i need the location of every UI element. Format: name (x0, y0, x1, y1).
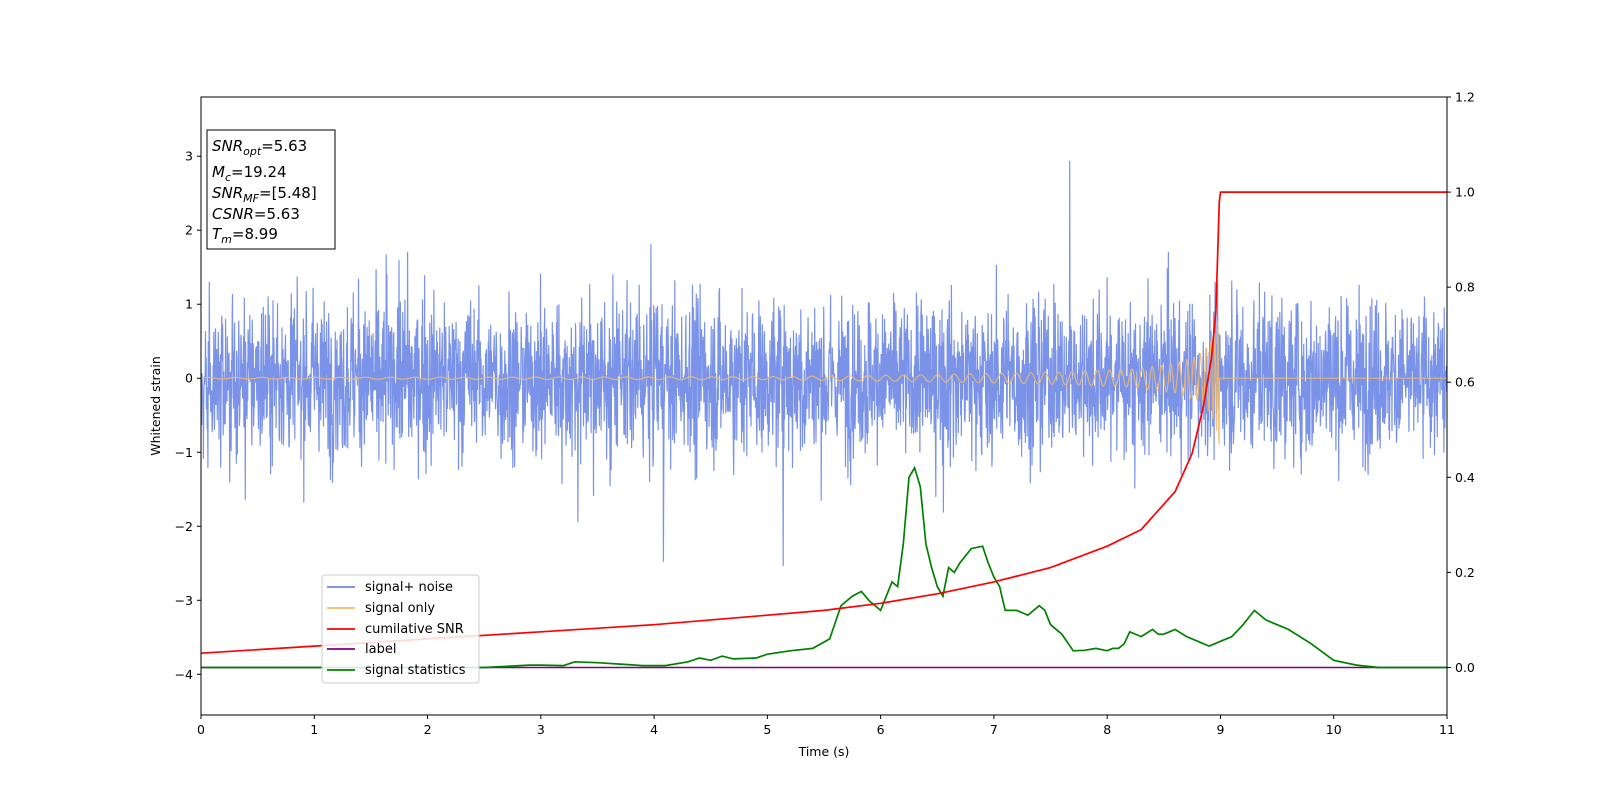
info-snr-mf: SNRMF=[5.48] (212, 184, 317, 205)
x-tick-label: 11 (1439, 722, 1455, 737)
info-tm-main: T (212, 225, 223, 243)
info-csnr-main: CSNR (212, 205, 254, 223)
axes-layer: 0 1 2 3 4 5 6 7 8 9 10 11 −4 −3 −2 −1 0 1 2 3 0.0 0.2 0.4 0.6 0.… (175, 90, 1475, 738)
info-snr-mf-sub: MF (243, 192, 259, 205)
legend-item-signal-statistics: signal statistics (327, 663, 466, 678)
y-left-tick-label: −4 (175, 667, 193, 682)
info-mc-value: =19.24 (231, 163, 287, 181)
info-tm-value: =8.99 (232, 225, 278, 243)
legend-item-label: label (327, 642, 396, 657)
series-signal-noise (201, 160, 1447, 567)
y-left-tick-label: −2 (175, 519, 193, 534)
info-snr-opt: SNRopt=5.63 (212, 137, 307, 158)
x-tick-label: 0 (197, 722, 205, 737)
legend-label-signal-noise: signal+ noise (365, 580, 453, 595)
series-layer (201, 160, 1447, 669)
y-right-tick-label: 1.0 (1455, 185, 1475, 200)
legend-label-signal-only: signal only (365, 601, 435, 616)
y-left-tick-label: 1 (185, 297, 193, 312)
plot-frame (200, 96, 1448, 716)
y-right-tick-label: 0.0 (1455, 660, 1475, 675)
x-tick-label: 8 (1103, 722, 1111, 737)
info-csnr-value: =5.63 (254, 205, 300, 223)
x-tick-label: 6 (877, 722, 885, 737)
y-right-tick-label: 1.2 (1455, 90, 1475, 105)
y-left-tick-label: 0 (185, 371, 193, 386)
info-mc-sub: c (225, 171, 231, 184)
y-left-tick-label: 3 (185, 149, 193, 164)
legend-frame (321, 574, 480, 684)
legend-label-label: label (365, 642, 396, 657)
x-axis-label: Time (s) (798, 744, 850, 759)
legend: signal+ noise signal only cumilative SNR… (321, 574, 480, 684)
series-signal-statistics (201, 465, 1447, 669)
info-box: SNRopt=5.63 Mc=19.24 SNRMF=[5.48] CSNR=5… (206, 129, 336, 250)
info-mc-main: M (212, 163, 225, 181)
x-tick-label: 4 (650, 722, 658, 737)
y-right-tick-label: 0.6 (1455, 375, 1475, 390)
x-tick-label: 3 (537, 722, 545, 737)
info-snr-mf-main: SNR (212, 184, 243, 202)
y-left-tick-label: 2 (185, 223, 193, 238)
info-csnr: CSNR=5.63 (212, 205, 300, 223)
info-snr-mf-value: =[5.48] (259, 184, 317, 202)
legend-label-signal-statistics: signal statistics (365, 663, 466, 678)
legend-item-cumulative-snr: cumilative SNR (327, 622, 464, 637)
series-cumulative-snr (201, 191, 1447, 655)
info-mc: Mc=19.24 (212, 163, 287, 184)
series-signal-only (201, 320, 1447, 445)
x-tick-label: 5 (763, 722, 771, 737)
y-left-tick-label: −3 (175, 593, 193, 608)
y-right-tick-label: 0.4 (1455, 470, 1475, 485)
legend-item-signal-noise: signal+ noise (327, 580, 453, 595)
y-left-tick-label: −1 (175, 445, 193, 460)
x-tick-label: 7 (990, 722, 998, 737)
legend-label-cumulative-snr: cumilative SNR (365, 622, 464, 637)
x-tick-label: 10 (1326, 722, 1342, 737)
x-tick-label: 9 (1216, 722, 1224, 737)
y-right-tick-label: 0.2 (1455, 565, 1475, 580)
info-snr-opt-sub: opt (243, 145, 262, 158)
x-tick-label: 2 (424, 722, 432, 737)
y-axis-label: Whitened strain (148, 356, 163, 455)
x-tick-label: 1 (310, 722, 318, 737)
legend-item-signal-only: signal only (327, 601, 435, 616)
info-box-frame (206, 129, 336, 250)
info-snr-opt-value: =5.63 (261, 137, 307, 155)
info-tm: Tm=8.99 (212, 225, 278, 246)
y-right-tick-label: 0.8 (1455, 280, 1475, 295)
info-tm-sub: m (221, 233, 232, 246)
info-snr-opt-main: SNR (212, 137, 243, 155)
